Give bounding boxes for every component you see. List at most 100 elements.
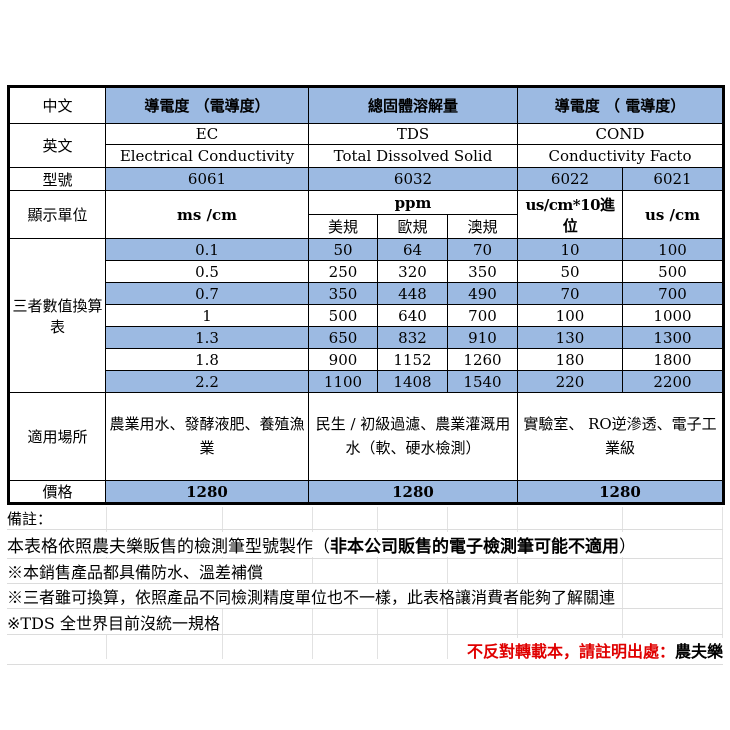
tds-abbr: TDS [308,123,518,145]
tds-subcol-au: 澳規 [447,214,518,239]
conv-cell: 1800 [622,348,724,371]
notes-title: 備註： [7,507,723,530]
row-label-en: 英文 [8,123,106,168]
conv-cell: 490 [447,282,518,305]
conversion-row: 1 500 640 700 100 1000 [9,304,724,327]
conv-cell: 1.3 [105,326,309,349]
price-tds: 1280 [308,480,518,504]
conv-cell: 1300 [622,326,724,349]
header-tds-cn: 總固體溶解量 [308,86,518,124]
conv-cell: 50 [517,260,623,283]
conv-cell: 50 [308,238,378,261]
table-row: 型號 6061 6032 6022 6021 [8,167,724,191]
table-row: 價格 1280 1280 1280 [8,480,724,504]
conv-cell: 448 [377,282,448,305]
conv-cell: 2200 [622,370,724,393]
conv-cell: 320 [377,260,448,283]
conv-cell: 1000 [622,304,724,327]
table-row: 美規 歐規 澳規 [9,214,724,239]
conv-cell: 0.5 [105,260,309,283]
conv-cell: 1408 [377,370,448,393]
conversion-row: 1.3 650 832 910 130 1300 [9,326,724,349]
conv-cell: 1260 [447,348,518,371]
conv-cell: 700 [622,282,724,305]
conv-cell: 0.1 [105,238,309,261]
row-label-conversion: 三者數值換算表 [8,238,106,393]
table-row: 中文 導電度 （電導度） 總固體溶解量 導電度 （ 電導度） [8,86,724,124]
row-label-usage: 適用場所 [8,392,106,481]
conv-cell: 640 [377,304,448,327]
note1-suffix: ） [619,536,636,557]
usage-cond: 實驗室、 RO逆滲透、電子工業級 [517,392,724,481]
conv-cell: 1152 [377,348,448,371]
conversion-row: 0.5 250 320 350 50 500 [9,260,724,283]
conv-cell: 500 [622,260,724,283]
note1-bold: 非本公司販售的電子檢測筆可能不適用 [330,536,619,557]
usage-ec: 農業用水、發酵液肥、養殖漁業 [105,392,309,481]
conv-cell: 1 [105,304,309,327]
header-cond-cn: 導電度 （ 電導度） [517,86,724,124]
unit-6022: us/cm*10進位 [517,190,623,239]
conv-cell: 250 [308,260,378,283]
unit-6021: us /cm [622,190,724,239]
price-cond: 1280 [517,480,724,504]
repost-notice-red-text: 不反對轉載本，請註明出處： [466,637,675,662]
conv-cell: 70 [447,238,518,261]
conv-cell: 1540 [447,370,518,393]
ec-abbr: EC [105,123,309,145]
conv-cell: 832 [377,326,448,349]
price-ec: 1280 [105,480,309,504]
tds-fullname: Total Dissolved Solid [308,144,518,168]
conv-cell: 350 [308,282,378,305]
conv-cell: 900 [308,348,378,371]
conv-cell: 100 [622,238,724,261]
header-ec-cn: 導電度 （電導度） [105,86,309,124]
product-comparison-table: 中文 導電度 （電導度） 總固體溶解量 導電度 （ 電導度） 英文 EC TDS… [7,85,725,505]
conv-cell: 64 [377,238,448,261]
table-row: 顯示單位 ms /cm ppm us/cm*10進位 us /cm [8,190,724,239]
table-row: 適用場所 農業用水、發酵液肥、養殖漁業 民生 / 初級過濾、農業灌溉用水（軟、硬… [8,392,724,481]
table-row: 英文 EC TDS COND [8,123,724,168]
note-line-4: ※TDS 全世界目前沒統一規格 [7,609,723,635]
conv-cell: 1.8 [105,348,309,371]
cond-fullname: Conductivity Facto [517,144,724,168]
conv-cell: 10 [517,238,623,261]
note1-prefix: 本表格依照農夫樂販售的檢測筆型號製作（ [7,536,330,557]
conv-cell: 0.7 [105,282,309,305]
conv-cell: 350 [447,260,518,283]
conv-cell: 180 [517,348,623,371]
ec-fullname: Electrical Conductivity [105,144,309,168]
repost-notice: 不反對轉載本，請註明出處： 農夫樂 [7,635,723,665]
notes-section: 備註： 本表格依照農夫樂販售的檢測筆型號製作（非本公司販售的電子檢測筆可能不適用… [7,507,723,665]
model-6021: 6021 [622,167,724,191]
conv-cell: 220 [517,370,623,393]
note-line-3: ※三者雖可換算，依照產品不同檢測精度單位也不一樣，此表格讓消費者能夠了解關連 [7,584,723,609]
model-6061: 6061 [105,167,309,191]
conv-cell: 500 [308,304,378,327]
conv-cell: 2.2 [105,370,309,393]
row-label-price: 價格 [8,480,106,504]
unit-ec: ms /cm [105,190,309,239]
conversion-row: 三者數值換算表 0.1 50 64 70 10 100 [8,238,724,393]
model-6032: 6032 [308,167,518,191]
cond-abbr: COND [517,123,724,145]
conv-cell: 70 [517,282,623,305]
brand-name: 農夫樂 [674,637,723,662]
conv-cell: 100 [517,304,623,327]
conv-cell: 130 [517,326,623,349]
note-line-2: ※本銷售產品都具備防水、溫差補償 [7,559,723,584]
row-label-cn: 中文 [8,86,106,124]
conv-cell: 1100 [308,370,378,393]
tds-subcol-eu: 歐規 [377,214,448,239]
conv-cell: 910 [447,326,518,349]
note-line-1: 本表格依照農夫樂販售的檢測筆型號製作（非本公司販售的電子檢測筆可能不適用） [7,530,723,559]
tds-subcol-us: 美規 [308,214,378,239]
unit-tds: ppm [308,190,518,215]
model-6022: 6022 [517,167,623,191]
row-label-model: 型號 [8,167,106,191]
conversion-row: 0.7 350 448 490 70 700 [9,282,724,305]
row-label-unit: 顯示單位 [8,190,106,239]
usage-tds: 民生 / 初級過濾、農業灌溉用水（軟、硬水檢測） [308,392,518,481]
conv-cell: 700 [447,304,518,327]
